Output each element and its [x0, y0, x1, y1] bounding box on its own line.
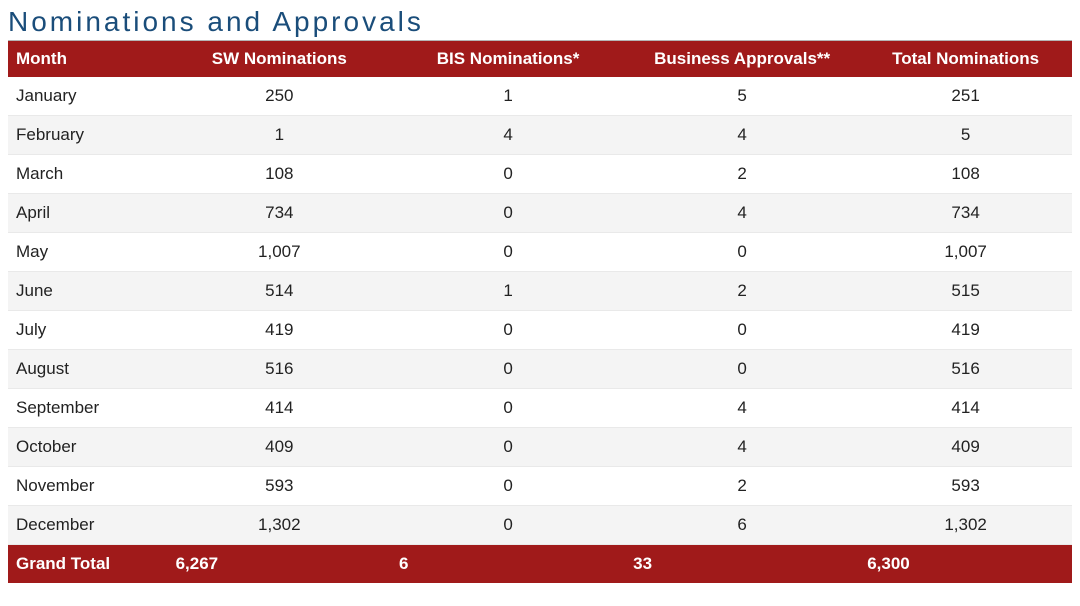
table-row: July41900419 — [8, 311, 1072, 350]
cell-total: 409 — [859, 428, 1072, 467]
cell-total: 108 — [859, 155, 1072, 194]
footer-total: 6,300 — [859, 545, 1072, 584]
table-row: June51412515 — [8, 272, 1072, 311]
cell-sw: 419 — [168, 311, 391, 350]
cell-sw: 409 — [168, 428, 391, 467]
cell-month: February — [8, 116, 168, 155]
cell-total: 734 — [859, 194, 1072, 233]
table-row: October40904409 — [8, 428, 1072, 467]
cell-total: 1,007 — [859, 233, 1072, 272]
col-header-bis: BIS Nominations* — [391, 41, 625, 77]
cell-bis: 0 — [391, 350, 625, 389]
footer-sw: 6,267 — [168, 545, 391, 584]
cell-ba: 2 — [625, 155, 859, 194]
table-body: January25015251February1445March10802108… — [8, 77, 1072, 545]
cell-ba: 6 — [625, 506, 859, 545]
cell-ba: 0 — [625, 350, 859, 389]
cell-sw: 593 — [168, 467, 391, 506]
page-title: Nominations and Approvals — [8, 6, 1072, 41]
col-header-ba: Business Approvals** — [625, 41, 859, 77]
cell-bis: 0 — [391, 506, 625, 545]
table-header-row: Month SW Nominations BIS Nominations* Bu… — [8, 41, 1072, 77]
cell-month: June — [8, 272, 168, 311]
cell-ba: 0 — [625, 233, 859, 272]
table-row: January25015251 — [8, 77, 1072, 116]
cell-sw: 250 — [168, 77, 391, 116]
cell-bis: 0 — [391, 311, 625, 350]
cell-ba: 4 — [625, 389, 859, 428]
cell-bis: 4 — [391, 116, 625, 155]
table-row: April73404734 — [8, 194, 1072, 233]
table-row: March10802108 — [8, 155, 1072, 194]
cell-month: December — [8, 506, 168, 545]
cell-month: September — [8, 389, 168, 428]
cell-ba: 2 — [625, 272, 859, 311]
cell-bis: 0 — [391, 467, 625, 506]
cell-bis: 0 — [391, 194, 625, 233]
cell-total: 5 — [859, 116, 1072, 155]
col-header-total: Total Nominations — [859, 41, 1072, 77]
cell-sw: 108 — [168, 155, 391, 194]
cell-total: 516 — [859, 350, 1072, 389]
cell-bis: 0 — [391, 389, 625, 428]
cell-sw: 734 — [168, 194, 391, 233]
cell-total: 419 — [859, 311, 1072, 350]
cell-total: 414 — [859, 389, 1072, 428]
table-row: May1,007001,007 — [8, 233, 1072, 272]
footer-bis: 6 — [391, 545, 625, 584]
cell-sw: 514 — [168, 272, 391, 311]
cell-bis: 0 — [391, 428, 625, 467]
cell-total: 593 — [859, 467, 1072, 506]
table-row: February1445 — [8, 116, 1072, 155]
table-row: August51600516 — [8, 350, 1072, 389]
table-row: November59302593 — [8, 467, 1072, 506]
cell-month: March — [8, 155, 168, 194]
cell-total: 515 — [859, 272, 1072, 311]
cell-month: November — [8, 467, 168, 506]
footer-ba: 33 — [625, 545, 859, 584]
col-header-month: Month — [8, 41, 168, 77]
cell-sw: 1,302 — [168, 506, 391, 545]
cell-total: 251 — [859, 77, 1072, 116]
cell-bis: 1 — [391, 272, 625, 311]
cell-sw: 516 — [168, 350, 391, 389]
cell-month: January — [8, 77, 168, 116]
cell-bis: 0 — [391, 233, 625, 272]
cell-total: 1,302 — [859, 506, 1072, 545]
cell-ba: 4 — [625, 194, 859, 233]
cell-bis: 1 — [391, 77, 625, 116]
footer-label: Grand Total — [8, 545, 168, 584]
table-row: December1,302061,302 — [8, 506, 1072, 545]
cell-sw: 1,007 — [168, 233, 391, 272]
table-row: September41404414 — [8, 389, 1072, 428]
col-header-sw: SW Nominations — [168, 41, 391, 77]
cell-month: August — [8, 350, 168, 389]
cell-ba: 4 — [625, 428, 859, 467]
cell-ba: 4 — [625, 116, 859, 155]
cell-ba: 5 — [625, 77, 859, 116]
cell-ba: 2 — [625, 467, 859, 506]
table-footer-row: Grand Total 6,267 6 33 6,300 — [8, 545, 1072, 584]
cell-ba: 0 — [625, 311, 859, 350]
cell-sw: 414 — [168, 389, 391, 428]
cell-bis: 0 — [391, 155, 625, 194]
cell-month: April — [8, 194, 168, 233]
cell-month: October — [8, 428, 168, 467]
cell-month: May — [8, 233, 168, 272]
cell-month: July — [8, 311, 168, 350]
cell-sw: 1 — [168, 116, 391, 155]
nominations-table: Month SW Nominations BIS Nominations* Bu… — [8, 41, 1072, 583]
